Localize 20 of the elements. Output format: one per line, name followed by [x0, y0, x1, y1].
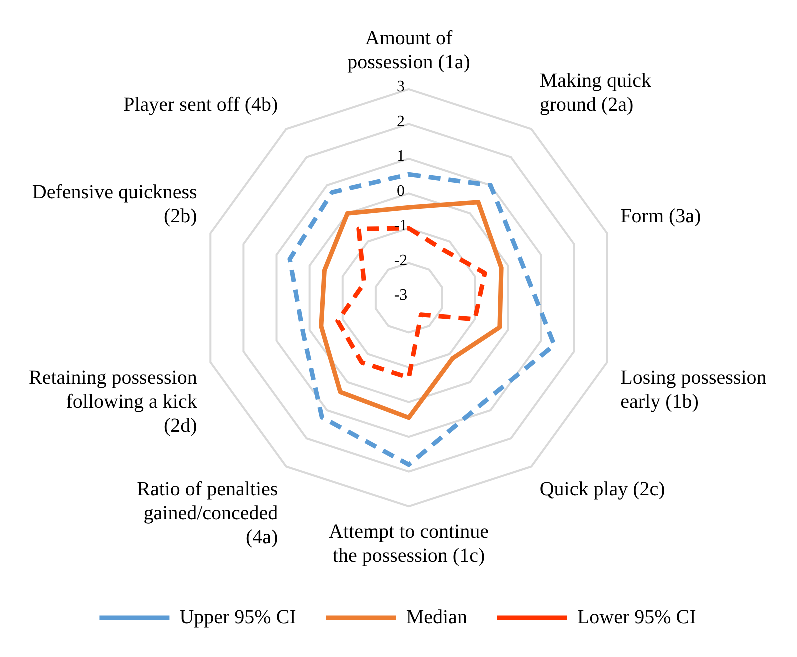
spoke-label: Ratio of penalties gained/conceded (4a) — [137, 478, 278, 548]
y-tick-label: 2 — [397, 113, 405, 130]
spoke-label: Amount of possession (1a) — [348, 28, 470, 74]
legend-label: Lower 95% CI — [577, 606, 696, 628]
spoke-label: Retaining possession following a kick (2d) — [28, 367, 198, 438]
spoke-label: Losing possession early (1b) — [620, 367, 767, 414]
y-tick-label: -2 — [394, 252, 408, 270]
spoke-label: Defensive quickness (2b) — [32, 181, 198, 228]
legend-label: Upper 95% CI — [180, 606, 296, 628]
spoke-label: Attempt to continue the possession (1c) — [329, 520, 490, 567]
spoke-label: Player sent off (4b) — [124, 94, 278, 116]
spoke-label: Making quick ground (2a) — [540, 70, 652, 116]
y-tick-label: 3 — [397, 78, 405, 96]
y-tick-label: 1 — [397, 148, 405, 166]
y-tick-label: -3 — [394, 287, 408, 304]
y-tick-label: 0 — [397, 182, 405, 200]
legend-label: Median — [406, 606, 468, 628]
spoke-label: Form (3a) — [620, 205, 702, 228]
y-tick-label: -1 — [394, 218, 408, 235]
spoke-label: Quick play (2c) — [540, 478, 666, 500]
